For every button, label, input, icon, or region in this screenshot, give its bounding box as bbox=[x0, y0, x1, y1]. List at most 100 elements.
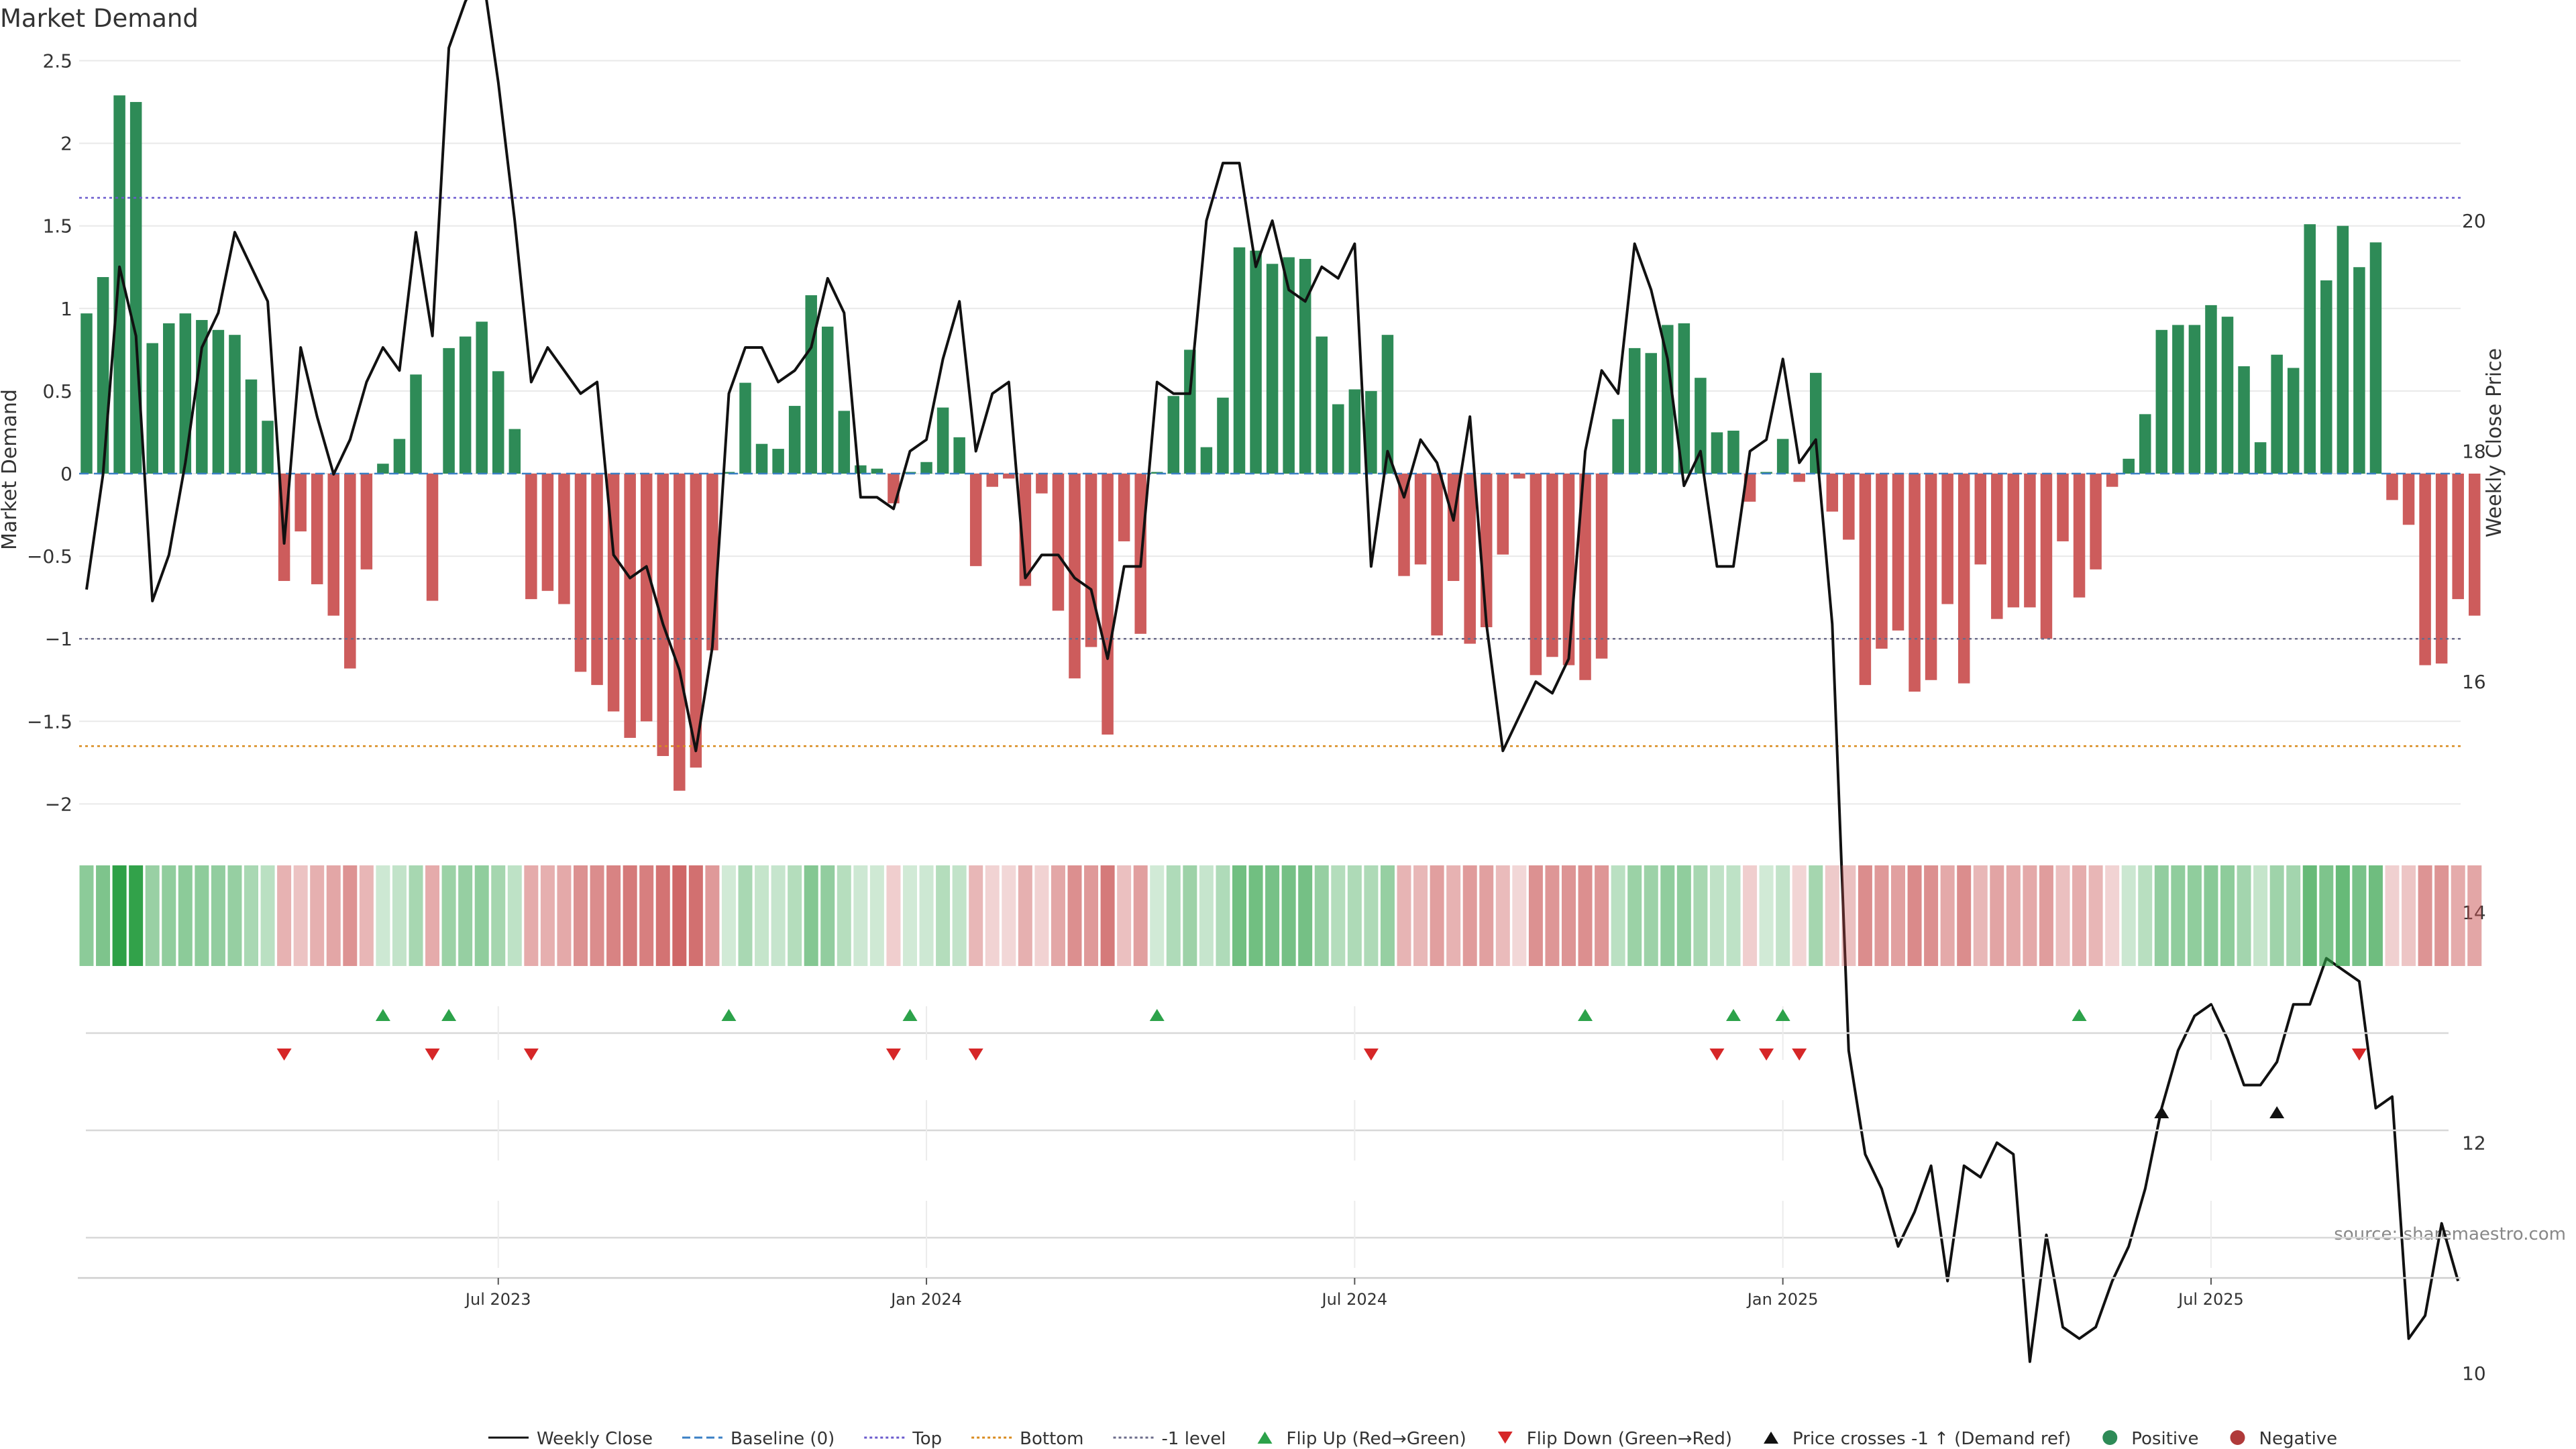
bar-positive bbox=[772, 449, 784, 474]
heat-cell-negative bbox=[1051, 865, 1065, 966]
heat-cell-negative bbox=[1528, 865, 1543, 966]
axis-ticks: 2.521.510.50−0.5−1−1.5−222201816141210 bbox=[27, 0, 2486, 1385]
heat-cell-positive bbox=[1150, 865, 1165, 966]
bar-positive bbox=[212, 329, 225, 474]
bar-negative bbox=[2024, 474, 2036, 608]
heat-cell-negative bbox=[705, 865, 720, 966]
heat-cell-positive bbox=[755, 865, 769, 966]
heat-cell-positive bbox=[2352, 865, 2367, 966]
heat-cell-positive bbox=[1693, 865, 1708, 966]
bar-positive bbox=[739, 382, 751, 474]
bar-negative bbox=[1036, 474, 1048, 494]
bar-negative bbox=[2419, 474, 2431, 665]
bar-positive bbox=[1776, 439, 1789, 474]
bar-negative bbox=[558, 474, 570, 604]
bar-negative bbox=[2452, 474, 2464, 600]
heat-cell-positive bbox=[2253, 865, 2268, 966]
heat-cell-positive bbox=[1232, 865, 1246, 966]
source-label: source: sharemaestro.com bbox=[2334, 1224, 2566, 1244]
bar-positive bbox=[2369, 242, 2382, 474]
flip-up-marker bbox=[1726, 1009, 1741, 1021]
bar-positive bbox=[1645, 353, 1657, 474]
heat-cell-positive bbox=[2319, 865, 2334, 966]
bar-negative bbox=[541, 474, 554, 591]
bar-negative bbox=[1398, 474, 1410, 576]
heat-cell-negative bbox=[1430, 865, 1444, 966]
heat-cell-negative bbox=[2006, 865, 2021, 966]
legend-label: Weekly Close bbox=[537, 1429, 653, 1449]
bar-positive bbox=[788, 406, 801, 474]
bar-negative bbox=[1876, 474, 1888, 649]
bar-positive bbox=[1332, 404, 1344, 474]
bar-negative bbox=[1843, 474, 1855, 540]
bar-negative bbox=[591, 474, 603, 686]
bar-positive bbox=[1299, 258, 1311, 474]
heat-cell-positive bbox=[260, 865, 275, 966]
heat-cell-positive bbox=[2237, 865, 2251, 966]
right-tick-label: 12 bbox=[2462, 1132, 2486, 1154]
bar-positive bbox=[476, 321, 488, 474]
right-tick-label: 16 bbox=[2462, 671, 2486, 693]
heat-cell-positive bbox=[1314, 865, 1329, 966]
bar-positive bbox=[1678, 323, 1690, 474]
right-axis-label: Weekly Close Price bbox=[2483, 348, 2506, 537]
left-axis-label: Market Demand bbox=[0, 389, 21, 550]
heat-cell-positive bbox=[2269, 865, 2284, 966]
heat-cell-negative bbox=[1117, 865, 1132, 966]
heat-cell-negative bbox=[1957, 865, 1972, 966]
heat-cell-negative bbox=[672, 865, 687, 966]
heat-cell-negative bbox=[557, 865, 572, 966]
heat-cell-negative bbox=[2023, 865, 2037, 966]
price-layer bbox=[85, 0, 2460, 1363]
heat-cell-negative bbox=[1891, 865, 1905, 966]
heat-cell-negative bbox=[1924, 865, 1939, 966]
heat-cell-positive bbox=[919, 865, 934, 966]
heat-cell-positive bbox=[1183, 865, 1197, 966]
bar-positive bbox=[2155, 329, 2168, 474]
heat-cell-negative bbox=[623, 865, 637, 966]
heat-cell-positive bbox=[507, 865, 522, 966]
flip-up-marker bbox=[441, 1009, 457, 1021]
bar-negative bbox=[2057, 474, 2069, 541]
heat-cell-positive bbox=[458, 865, 473, 966]
bar-positive bbox=[855, 465, 867, 474]
heat-cell-positive bbox=[409, 865, 423, 966]
heat-cell-positive bbox=[853, 865, 868, 966]
bar-positive bbox=[163, 323, 175, 474]
flip-down-marker bbox=[1363, 1049, 1379, 1061]
heat-cell-negative bbox=[1018, 865, 1032, 966]
heat-cell-negative bbox=[985, 865, 1000, 966]
bar-positive bbox=[245, 379, 258, 474]
bar-positive bbox=[871, 468, 883, 474]
heat-cell-positive bbox=[1347, 865, 1362, 966]
heat-cell-positive bbox=[804, 865, 818, 966]
bar-positive bbox=[508, 429, 521, 474]
heat-cell-negative bbox=[1084, 865, 1099, 966]
heat-cell-negative bbox=[1874, 865, 1889, 966]
bar-negative bbox=[2073, 474, 2086, 598]
heat-cell-positive bbox=[1248, 865, 1263, 966]
legend-label: Positive bbox=[2131, 1429, 2198, 1449]
bar-positive bbox=[838, 411, 851, 474]
bar-positive bbox=[1283, 257, 1295, 474]
heat-cell-negative bbox=[1397, 865, 1411, 966]
heat-cell-negative bbox=[639, 865, 654, 966]
bar-negative bbox=[674, 474, 686, 791]
heat-cell-negative bbox=[277, 865, 292, 966]
bar-positive bbox=[920, 462, 932, 474]
heat-cell-positive bbox=[129, 865, 144, 966]
bar-negative bbox=[1892, 474, 1904, 631]
bar-negative bbox=[426, 474, 439, 601]
heat-cell-negative bbox=[1067, 865, 1082, 966]
heat-cell-negative bbox=[293, 865, 308, 966]
left-tick-label: 0.5 bbox=[42, 380, 72, 402]
bar-positive bbox=[2205, 305, 2217, 474]
flip-down-marker bbox=[2351, 1049, 2367, 1061]
bar-positive bbox=[2320, 280, 2332, 474]
legend-swatch-tri-down bbox=[1497, 1432, 1513, 1444]
heat-cell-positive bbox=[96, 865, 111, 966]
heat-cell-positive bbox=[178, 865, 193, 966]
bar-positive bbox=[443, 347, 455, 474]
heat-cell-negative bbox=[1545, 865, 1560, 966]
bar-negative bbox=[2106, 474, 2118, 487]
